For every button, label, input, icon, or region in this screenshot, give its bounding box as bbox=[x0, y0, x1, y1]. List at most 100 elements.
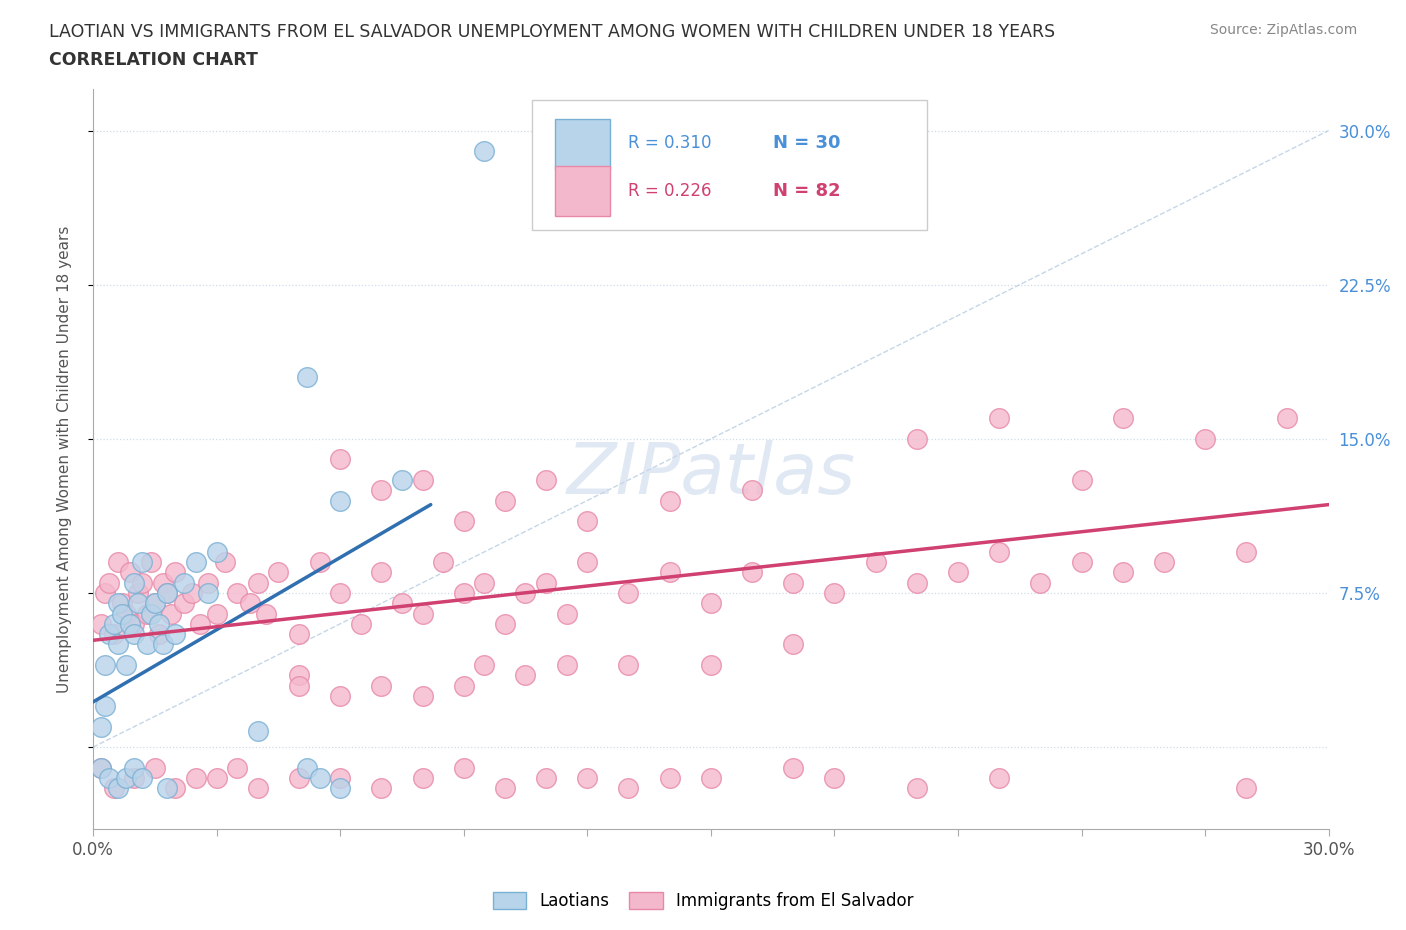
Point bbox=[111, 606, 134, 621]
Point bbox=[905, 781, 928, 796]
Point bbox=[1112, 411, 1135, 426]
Point bbox=[946, 565, 969, 580]
Point bbox=[267, 565, 290, 580]
Point bbox=[103, 627, 125, 642]
Point bbox=[988, 411, 1011, 426]
Point bbox=[741, 565, 763, 580]
Point bbox=[246, 724, 269, 738]
Point bbox=[156, 586, 179, 601]
Point bbox=[555, 606, 578, 621]
Point bbox=[329, 688, 352, 703]
Point bbox=[308, 771, 330, 786]
Point bbox=[412, 472, 434, 487]
Text: Source: ZipAtlas.com: Source: ZipAtlas.com bbox=[1209, 23, 1357, 37]
Point bbox=[412, 688, 434, 703]
Point bbox=[246, 781, 269, 796]
Point bbox=[122, 761, 145, 776]
Point bbox=[432, 554, 454, 569]
Point bbox=[1234, 781, 1257, 796]
Point bbox=[515, 586, 537, 601]
Point bbox=[115, 658, 138, 672]
Point bbox=[472, 576, 495, 591]
Point bbox=[370, 678, 392, 693]
Point bbox=[494, 617, 516, 631]
Point bbox=[122, 576, 145, 591]
Point bbox=[184, 554, 207, 569]
Point bbox=[226, 586, 249, 601]
Point bbox=[184, 771, 207, 786]
Point bbox=[98, 576, 121, 591]
Point bbox=[295, 370, 318, 385]
Point bbox=[472, 143, 495, 158]
Point bbox=[782, 761, 804, 776]
Point bbox=[135, 606, 157, 621]
Point bbox=[1194, 432, 1216, 446]
Point bbox=[160, 606, 183, 621]
Point bbox=[288, 627, 311, 642]
Point bbox=[329, 586, 352, 601]
Point bbox=[370, 483, 392, 498]
Point bbox=[658, 493, 681, 508]
Point bbox=[494, 493, 516, 508]
Point bbox=[472, 658, 495, 672]
Point bbox=[288, 668, 311, 683]
Point bbox=[617, 586, 640, 601]
Point bbox=[329, 452, 352, 467]
FancyBboxPatch shape bbox=[555, 119, 610, 169]
Point bbox=[1112, 565, 1135, 580]
Point bbox=[205, 544, 228, 559]
Point bbox=[700, 596, 723, 611]
Point bbox=[555, 658, 578, 672]
Point bbox=[197, 576, 219, 591]
Point bbox=[94, 658, 117, 672]
Point bbox=[1029, 576, 1052, 591]
Point bbox=[139, 606, 162, 621]
Point bbox=[782, 576, 804, 591]
Point bbox=[988, 771, 1011, 786]
Point bbox=[148, 617, 170, 631]
Point bbox=[205, 771, 228, 786]
Text: R = 0.310: R = 0.310 bbox=[628, 135, 711, 153]
Point bbox=[197, 586, 219, 601]
Text: ZIPatlas: ZIPatlas bbox=[567, 440, 855, 509]
Point bbox=[453, 761, 475, 776]
Point bbox=[288, 771, 311, 786]
Point bbox=[103, 617, 125, 631]
Point bbox=[143, 596, 166, 611]
Point bbox=[139, 554, 162, 569]
FancyBboxPatch shape bbox=[531, 100, 927, 230]
Text: CORRELATION CHART: CORRELATION CHART bbox=[49, 51, 259, 69]
Point bbox=[148, 627, 170, 642]
Point bbox=[370, 565, 392, 580]
Point bbox=[107, 637, 129, 652]
Point bbox=[576, 513, 599, 528]
Point bbox=[122, 617, 145, 631]
Point bbox=[131, 576, 153, 591]
Point bbox=[90, 617, 112, 631]
Text: N = 30: N = 30 bbox=[773, 135, 841, 153]
Point bbox=[254, 606, 277, 621]
Y-axis label: Unemployment Among Women with Children Under 18 years: Unemployment Among Women with Children U… bbox=[58, 226, 72, 693]
Point bbox=[658, 565, 681, 580]
FancyBboxPatch shape bbox=[555, 166, 610, 216]
Point bbox=[135, 637, 157, 652]
Point bbox=[214, 554, 236, 569]
Point bbox=[823, 771, 845, 786]
Point bbox=[165, 627, 187, 642]
Point bbox=[308, 554, 330, 569]
Point bbox=[1277, 411, 1299, 426]
Point bbox=[350, 617, 373, 631]
Point bbox=[823, 586, 845, 601]
Point bbox=[98, 771, 121, 786]
Point bbox=[391, 472, 413, 487]
Point bbox=[115, 771, 138, 786]
Point bbox=[453, 513, 475, 528]
Point bbox=[412, 606, 434, 621]
Point bbox=[782, 637, 804, 652]
Point bbox=[576, 554, 599, 569]
Legend: Laotians, Immigrants from El Salvador: Laotians, Immigrants from El Salvador bbox=[486, 885, 920, 917]
Point bbox=[288, 678, 311, 693]
Point bbox=[988, 544, 1011, 559]
Point bbox=[122, 627, 145, 642]
Point bbox=[515, 668, 537, 683]
